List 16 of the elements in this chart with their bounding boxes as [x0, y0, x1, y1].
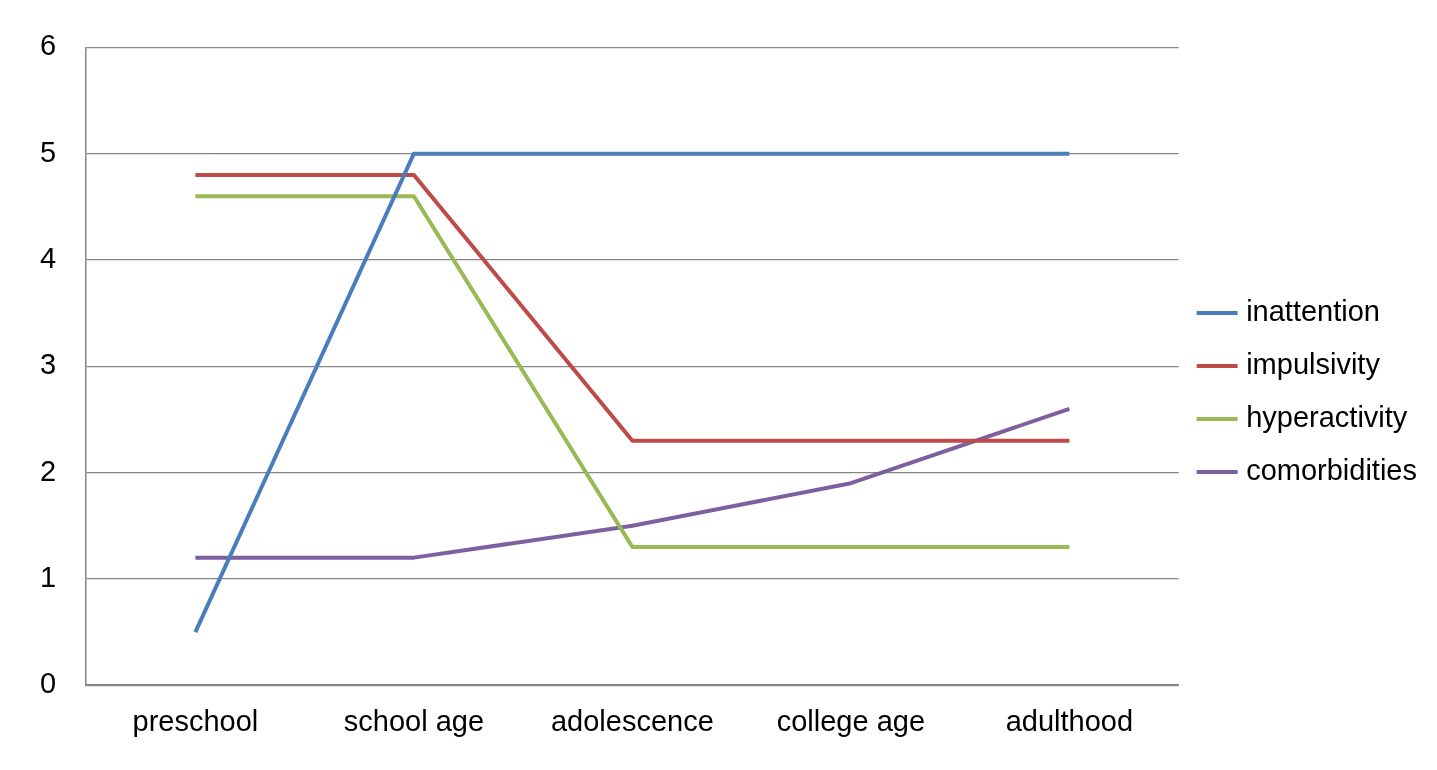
legend-label: comorbidities: [1246, 454, 1417, 486]
x-tick-label: preschool: [132, 704, 259, 737]
y-tick-label: 3: [39, 348, 57, 381]
x-tick-label: college age: [776, 704, 926, 737]
x-tick-label: adulthood: [1005, 704, 1134, 737]
y-tick-label: 0: [39, 667, 57, 700]
x-tick-label: adolescence: [550, 704, 714, 737]
y-tick-label: 5: [39, 135, 57, 168]
legend-label: hyperactivity: [1246, 401, 1408, 433]
y-tick-label: 4: [39, 242, 57, 274]
legend-label: inattention: [1246, 295, 1380, 327]
y-tick-label: 1: [39, 560, 57, 593]
y-tick-label: 2: [39, 454, 57, 487]
x-tick-label: school age: [343, 704, 485, 737]
legend-label: impulsivity: [1246, 348, 1381, 380]
y-tick-label: 6: [39, 29, 57, 62]
